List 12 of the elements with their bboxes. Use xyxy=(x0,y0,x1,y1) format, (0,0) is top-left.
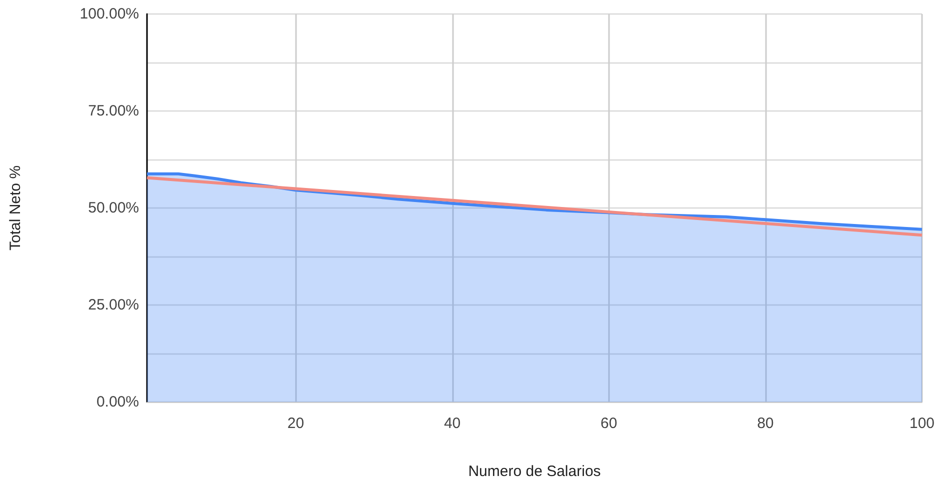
y-axis-title: Total Neto % xyxy=(7,165,24,251)
x-axis-title: Numero de Salarios xyxy=(468,463,601,480)
x-tick-label: 80 xyxy=(757,415,774,432)
x-tick-label: 40 xyxy=(444,415,461,432)
y-tick-label: 0.00% xyxy=(96,394,139,410)
y-tick-label: 75.00% xyxy=(88,102,139,120)
x-tick-label: 100 xyxy=(909,415,935,432)
y-tick-label: 50.00% xyxy=(88,200,139,216)
x-tick-label: 20 xyxy=(287,415,304,432)
y-tick-label: 25.00% xyxy=(88,296,139,314)
y-tick-label: 100.00% xyxy=(80,6,139,22)
x-tick-label: 60 xyxy=(600,415,618,432)
